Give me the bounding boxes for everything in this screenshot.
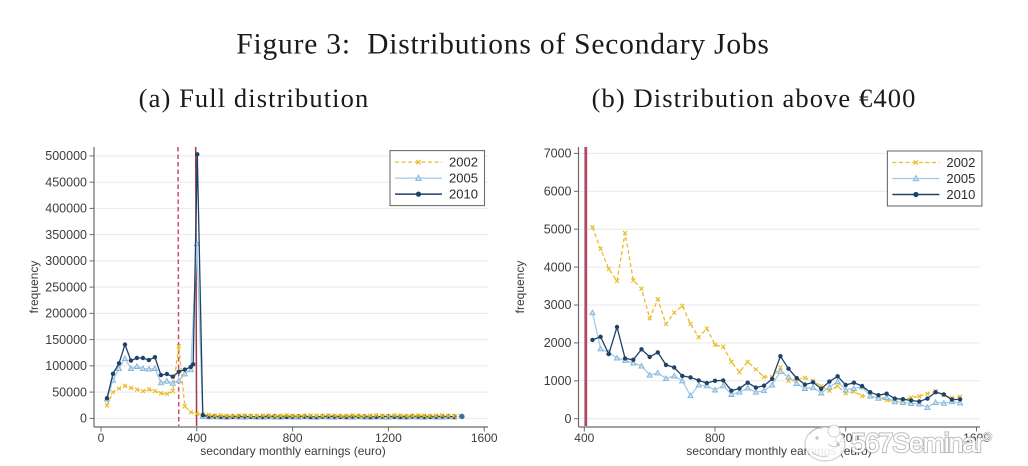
svg-text:frequency: frequency — [27, 261, 41, 314]
svg-text:frequency: frequency — [513, 261, 527, 314]
svg-text:1200: 1200 — [375, 431, 402, 445]
svg-text:800: 800 — [283, 431, 303, 445]
svg-text:5000: 5000 — [544, 222, 572, 236]
svg-text:2000: 2000 — [544, 336, 572, 350]
svg-text:®: ® — [983, 430, 992, 444]
svg-text:400000: 400000 — [45, 202, 87, 216]
svg-text:6000: 6000 — [544, 185, 572, 199]
svg-text:7000: 7000 — [544, 147, 572, 161]
svg-text:250000: 250000 — [45, 280, 87, 294]
svg-text:2010: 2010 — [449, 187, 478, 202]
svg-text:0: 0 — [98, 431, 105, 445]
svg-text:2005: 2005 — [449, 171, 478, 186]
svg-text:Figure 3: Distributions of Se: Figure 3: Distributions of Secondary Job… — [236, 29, 769, 61]
svg-text:350000: 350000 — [45, 228, 87, 242]
svg-text:400: 400 — [187, 431, 207, 445]
svg-text:4000: 4000 — [544, 260, 572, 274]
svg-text:567Seminar: 567Seminar — [851, 428, 985, 458]
svg-text:(b) Distribution above €400: (b) Distribution above €400 — [592, 83, 917, 113]
svg-text:2005: 2005 — [946, 171, 975, 186]
svg-text:1000: 1000 — [544, 374, 572, 388]
svg-text:secondary monthly earnings (eu: secondary monthly earnings (euro) — [200, 444, 385, 458]
svg-text:50000: 50000 — [52, 385, 87, 399]
svg-text:1600: 1600 — [471, 431, 498, 445]
svg-text:200000: 200000 — [45, 307, 87, 321]
svg-text:®: ® — [983, 430, 992, 444]
svg-text:2002: 2002 — [449, 155, 478, 170]
svg-text:0: 0 — [80, 412, 87, 426]
svg-text:567Seminar: 567Seminar — [851, 428, 985, 458]
svg-text:(a) Full distribution: (a) Full distribution — [139, 83, 370, 113]
svg-text:2002: 2002 — [946, 155, 975, 170]
svg-text:400: 400 — [574, 431, 594, 445]
svg-text:450000: 450000 — [45, 175, 87, 189]
svg-text:1600: 1600 — [963, 431, 990, 445]
svg-text:800: 800 — [705, 431, 725, 445]
svg-text:0: 0 — [565, 412, 572, 426]
svg-text:100000: 100000 — [45, 359, 87, 373]
svg-text:500000: 500000 — [45, 149, 87, 163]
svg-text:3000: 3000 — [544, 298, 572, 312]
svg-text:300000: 300000 — [45, 254, 87, 268]
svg-text:150000: 150000 — [45, 333, 87, 347]
svg-text:2010: 2010 — [946, 187, 975, 202]
